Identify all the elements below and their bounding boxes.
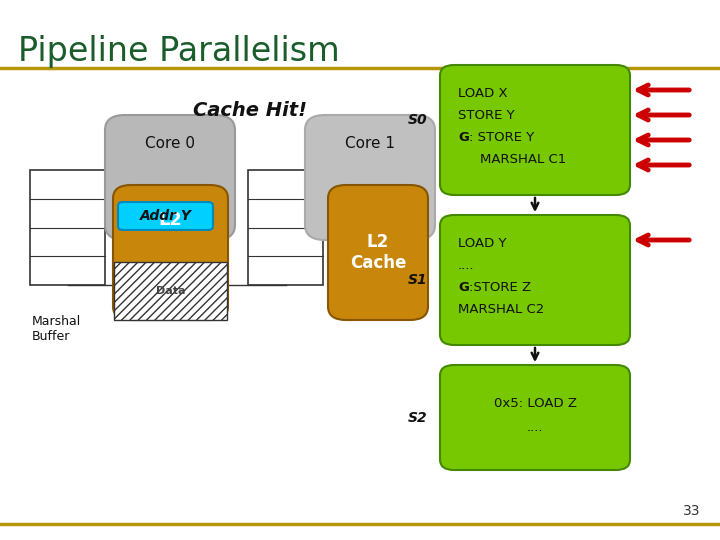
Text: Addr Y: Addr Y [140,209,192,223]
FancyBboxPatch shape [118,202,213,230]
Text: :STORE Z: :STORE Z [469,281,531,294]
Text: L2
Cache: L2 Cache [350,233,406,272]
Text: G: G [458,281,469,294]
Text: Data: Data [156,286,185,296]
Text: Core 0: Core 0 [145,136,195,151]
Bar [114,262,227,320]
Text: S1: S1 [408,273,428,287]
Bar [30,170,105,285]
Text: LOAD X: LOAD X [458,87,508,100]
Text: Cache Hit!: Cache Hit! [193,100,307,119]
Text: Marshal
Buffer: Marshal Buffer [32,315,81,343]
Text: LOAD Y: LOAD Y [458,237,506,250]
FancyBboxPatch shape [105,115,235,240]
Text: 33: 33 [683,504,700,518]
Text: MARSHAL C2: MARSHAL C2 [458,303,544,316]
FancyBboxPatch shape [440,365,630,470]
Text: G: G [458,131,469,144]
Text: S2: S2 [408,410,428,424]
Text: MARSHAL C1: MARSHAL C1 [480,153,566,166]
Text: STORE Y: STORE Y [458,109,515,122]
FancyBboxPatch shape [440,215,630,345]
FancyBboxPatch shape [113,185,228,320]
Text: ....: .... [527,421,544,434]
FancyBboxPatch shape [440,65,630,195]
FancyBboxPatch shape [328,185,428,320]
Text: Core 1: Core 1 [345,136,395,151]
FancyBboxPatch shape [305,115,435,240]
Bar [248,170,323,285]
Text: 0x5: LOAD Z: 0x5: LOAD Z [493,397,577,410]
Text: S0: S0 [408,113,428,127]
Text: L2: L2 [158,211,182,229]
Text: ....: .... [458,259,474,272]
Text: : STORE Y: : STORE Y [469,131,534,144]
Text: Pipeline Parallelism: Pipeline Parallelism [18,35,340,68]
